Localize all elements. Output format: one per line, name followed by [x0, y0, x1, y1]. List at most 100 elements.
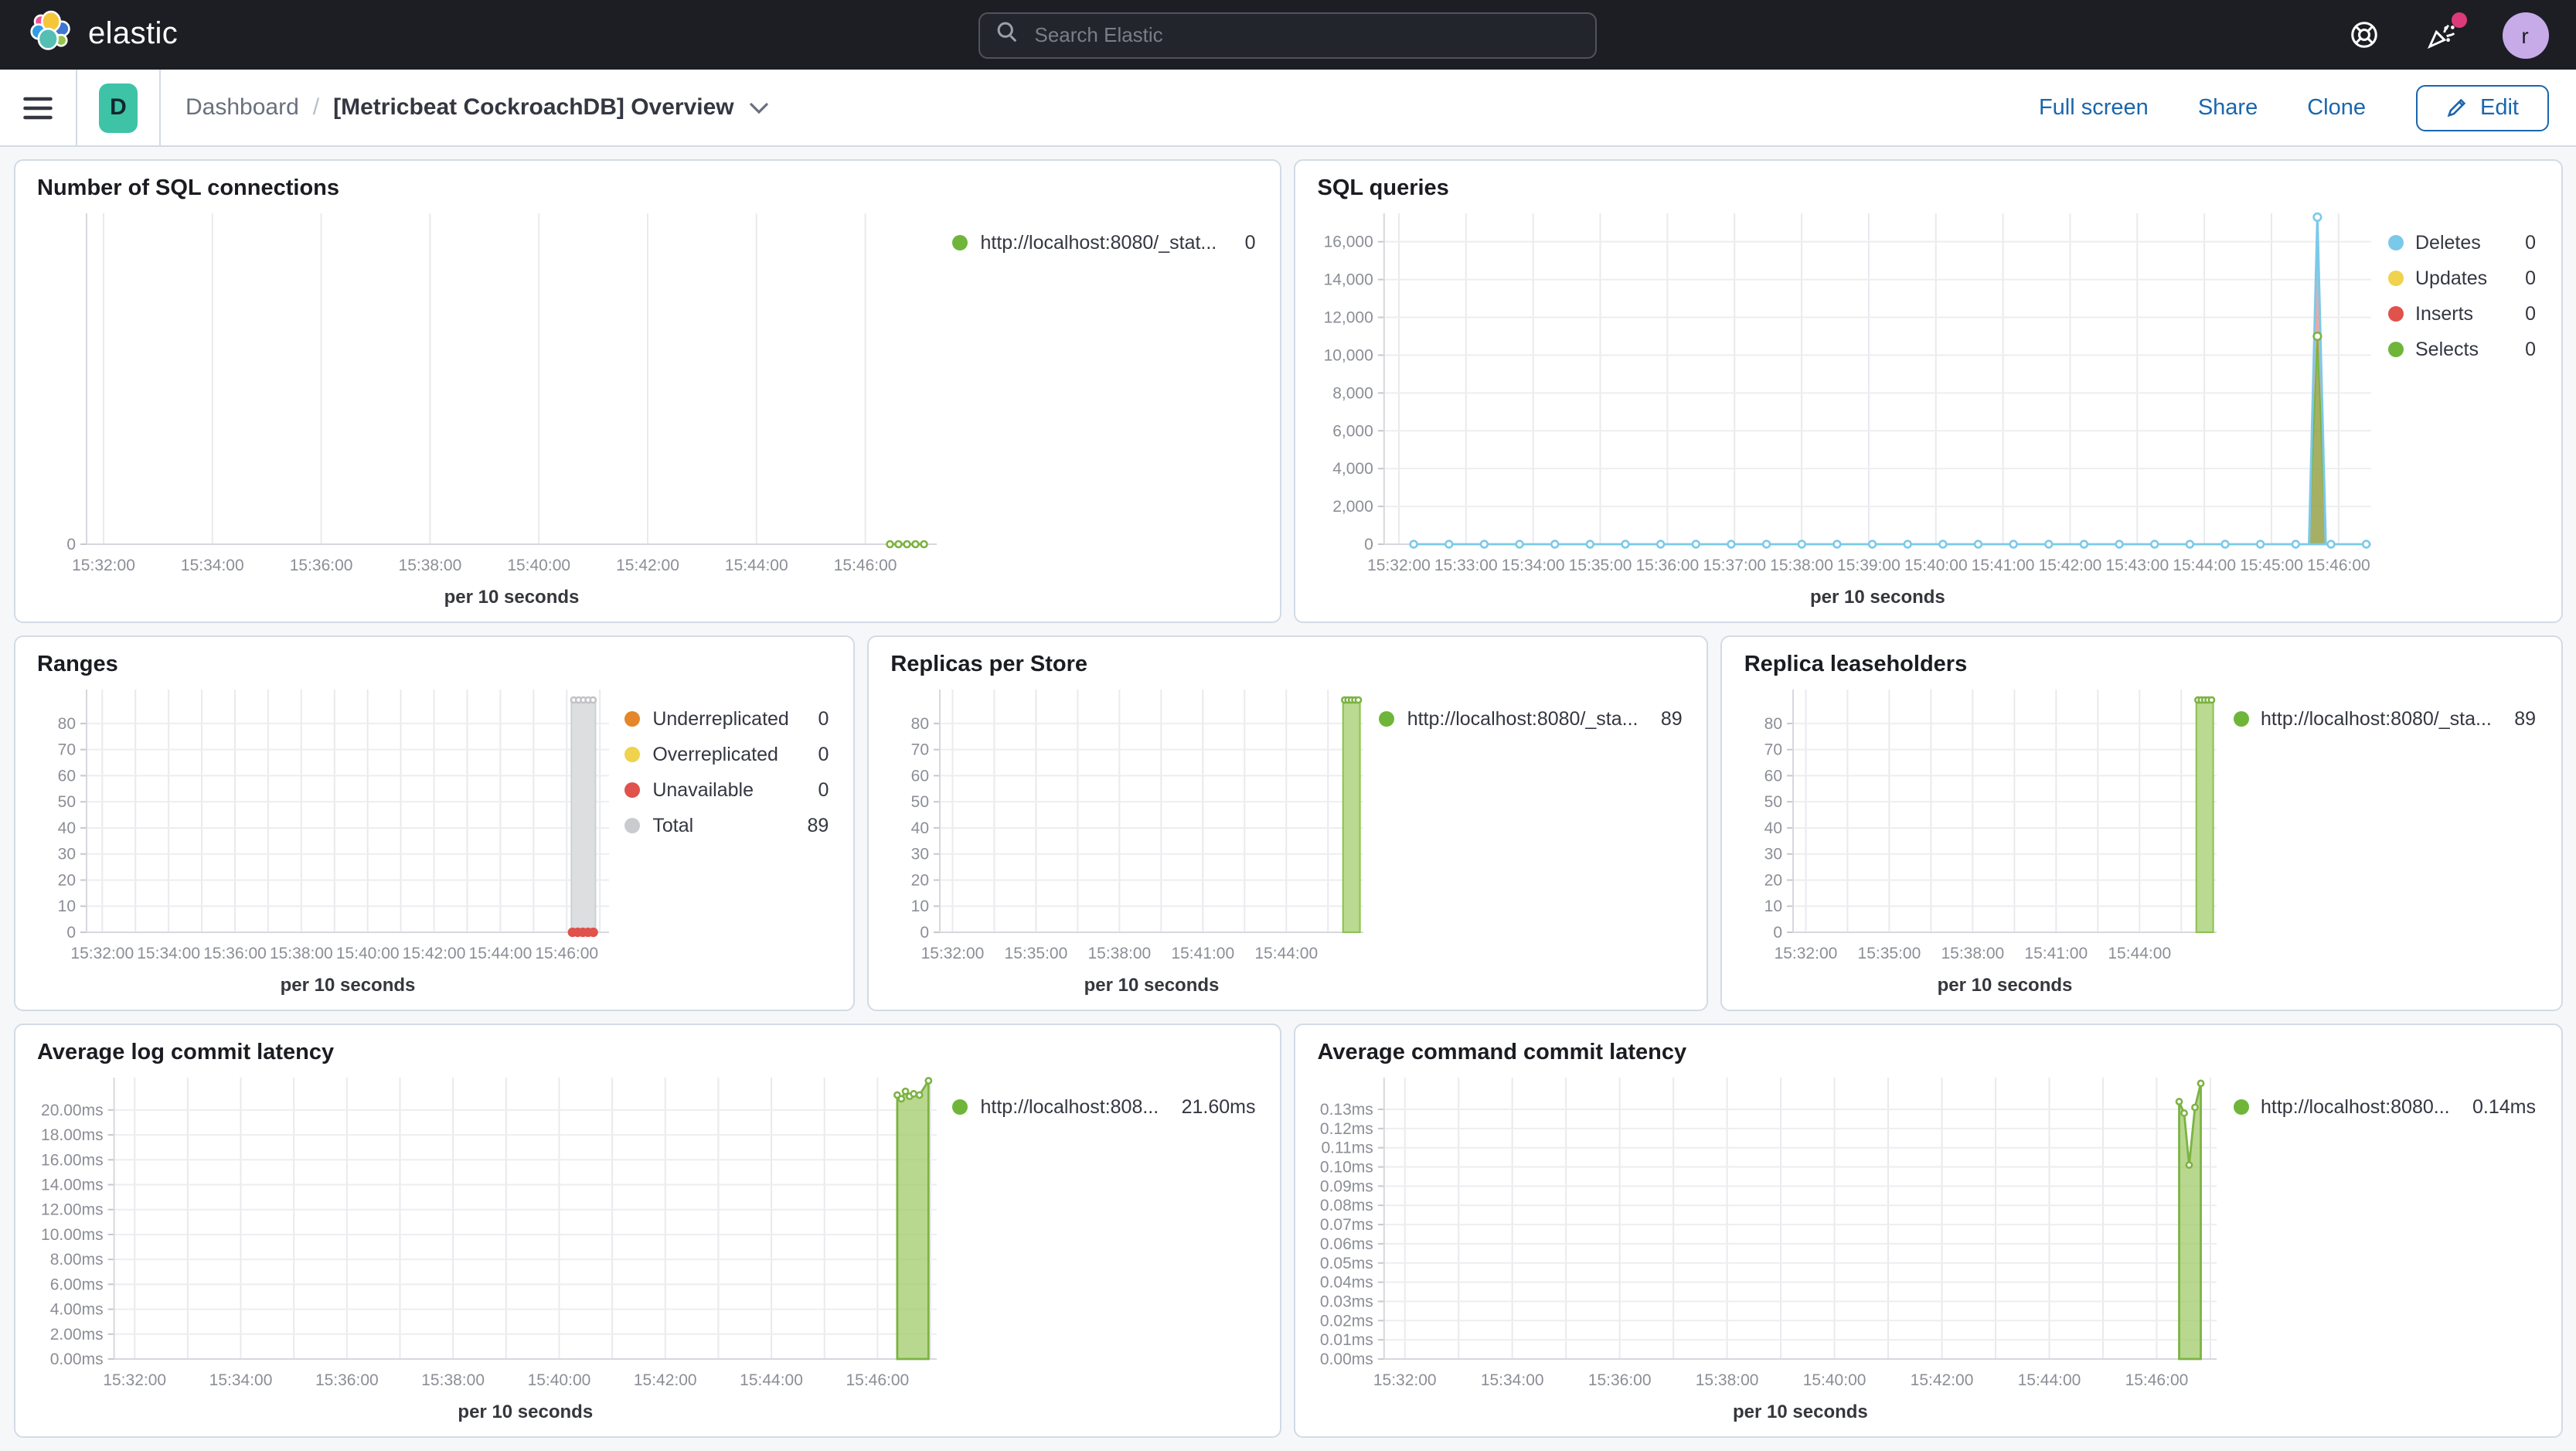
- svg-text:15:34:00: 15:34:00: [1481, 1371, 1544, 1389]
- svg-text:20: 20: [911, 871, 929, 889]
- share-button[interactable]: Share: [2197, 95, 2258, 120]
- breadcrumb-separator: /: [312, 94, 320, 121]
- user-avatar[interactable]: r: [2502, 12, 2548, 58]
- chart-sql-queries[interactable]: 0 2,000 4,000 6,000 8,000 10,000 12,000 14,000 1…: [1305, 201, 2382, 615]
- legend-color-dot: [2387, 235, 2403, 250]
- legend-value: 0: [2525, 339, 2536, 360]
- panel-title: SQL queries: [1317, 176, 1449, 201]
- legend-label: Inserts: [2415, 303, 2474, 325]
- svg-text:60: 60: [58, 767, 76, 785]
- legend-value: 89: [2514, 708, 2537, 730]
- legend-item[interactable]: Total 89: [624, 815, 829, 836]
- svg-text:15:44:00: 15:44:00: [725, 557, 788, 574]
- svg-text:per 10 seconds: per 10 seconds: [1811, 587, 1946, 608]
- top-header: elastic: [0, 0, 2576, 70]
- svg-text:0.06ms: 0.06ms: [1320, 1235, 1373, 1253]
- svg-text:15:35:00: 15:35:00: [1005, 945, 1068, 962]
- svg-text:80: 80: [911, 715, 929, 733]
- chart-average-log-commit-latency[interactable]: 0.00ms 2.00ms 4.00ms 6.00ms 8.00ms 10.00ms 12.…: [25, 1065, 947, 1430]
- legend-item[interactable]: Inserts 0: [2387, 303, 2536, 325]
- legend-label: http://localhost:8080/_sta...: [1407, 708, 1638, 730]
- edit-button[interactable]: Edit: [2415, 84, 2548, 131]
- svg-text:15:39:00: 15:39:00: [1838, 557, 1901, 574]
- chart-replica-leaseholders[interactable]: 0 10 20 30 40 50 60 70 80 15:32:00 15:35:00 15:38:0…: [1732, 677, 2227, 1003]
- elastic-brand[interactable]: elastic: [28, 8, 368, 62]
- chart-legend: http://localhost:808... 21.60ms: [947, 1065, 1271, 1430]
- legend-item[interactable]: Underreplicated 0: [624, 708, 829, 730]
- svg-text:per 10 seconds: per 10 seconds: [444, 587, 580, 608]
- panel-ranges: Ranges 0 10 20 30 40 50 60 70 80 15:32:00 15:34:00…: [14, 635, 856, 1011]
- legend-item[interactable]: Selects 0: [2387, 339, 2536, 360]
- global-search[interactable]: [978, 12, 1598, 58]
- legend-value: 0: [1244, 232, 1256, 254]
- svg-text:80: 80: [58, 715, 76, 733]
- svg-text:50: 50: [1764, 793, 1782, 811]
- legend-item[interactable]: http://localhost:8080/_sta... 89: [1379, 708, 1683, 730]
- dashboard-grid: Number of SQL connections 0 15:32:00 15:34…: [0, 147, 2576, 1450]
- legend-item[interactable]: Overreplicated 0: [624, 744, 829, 765]
- clone-button[interactable]: Clone: [2307, 95, 2366, 120]
- svg-text:0: 0: [920, 924, 930, 942]
- panel-title: Average log commit latency: [37, 1041, 335, 1065]
- svg-text:15:34:00: 15:34:00: [137, 945, 200, 962]
- chart-ranges[interactable]: 0 10 20 30 40 50 60 70 80 15:32:00 15:34:00 15:36:0…: [25, 677, 618, 1003]
- dashboard-app-badge: D: [77, 70, 161, 145]
- svg-text:15:44:00: 15:44:00: [469, 945, 533, 962]
- panel-title: Ranges: [37, 652, 118, 677]
- menu-icon[interactable]: [0, 70, 77, 145]
- svg-text:30: 30: [58, 846, 76, 863]
- legend-item[interactable]: http://localhost:808... 21.60ms: [952, 1096, 1256, 1118]
- svg-text:15:46:00: 15:46:00: [846, 1371, 909, 1389]
- chart-average-command-commit-latency[interactable]: 0.00ms 0.01ms 0.02ms 0.03ms 0.04ms 0.05ms 0.06…: [1305, 1065, 2227, 1430]
- search-input[interactable]: [1031, 22, 1581, 48]
- svg-text:15:36:00: 15:36:00: [1636, 557, 1700, 574]
- svg-text:15:42:00: 15:42:00: [403, 945, 466, 962]
- svg-text:14.00ms: 14.00ms: [41, 1177, 104, 1194]
- svg-text:15:46:00: 15:46:00: [2125, 1371, 2189, 1389]
- dashboard-badge-letter: D: [99, 83, 138, 132]
- legend-item[interactable]: http://localhost:8080... 0.14ms: [2233, 1096, 2536, 1118]
- svg-text:15:40:00: 15:40:00: [1904, 557, 1968, 574]
- svg-text:15:38:00: 15:38:00: [399, 557, 462, 574]
- legend-color-dot: [2387, 271, 2403, 286]
- panel-title: Replicas per Store: [890, 652, 1087, 677]
- svg-text:0.12ms: 0.12ms: [1320, 1120, 1373, 1138]
- brand-name: elastic: [88, 17, 179, 51]
- legend-item[interactable]: Unavailable 0: [624, 779, 829, 801]
- chevron-down-icon[interactable]: [748, 100, 770, 115]
- svg-text:15:40:00: 15:40:00: [507, 557, 570, 574]
- legend-item[interactable]: Deletes 0: [2387, 232, 2536, 254]
- svg-text:15:38:00: 15:38:00: [1088, 945, 1152, 962]
- legend-item[interactable]: http://localhost:8080/_sta... 89: [2233, 708, 2536, 730]
- svg-text:15:41:00: 15:41:00: [1972, 557, 2035, 574]
- panel-number-of-sql-connections: Number of SQL connections 0 15:32:00 15:34…: [14, 159, 1282, 623]
- svg-text:15:38:00: 15:38:00: [421, 1371, 485, 1389]
- svg-text:15:40:00: 15:40:00: [1803, 1371, 1866, 1389]
- svg-text:15:37:00: 15:37:00: [1703, 557, 1767, 574]
- full-screen-button[interactable]: Full screen: [2038, 95, 2149, 120]
- svg-text:12,000: 12,000: [1324, 309, 1373, 327]
- legend-value: 21.60ms: [1181, 1096, 1256, 1118]
- help-icon[interactable]: [2347, 18, 2381, 52]
- breadcrumb-dashboard-link[interactable]: Dashboard: [185, 94, 299, 121]
- whats-new-icon[interactable]: [2425, 12, 2466, 52]
- legend-label: Unavailable: [652, 779, 754, 801]
- svg-text:15:40:00: 15:40:00: [336, 945, 400, 962]
- panel-replica-leaseholders: Replica leaseholders 0 10 20 30 40 50 60 70 80 15…: [1720, 635, 2563, 1011]
- svg-text:15:38:00: 15:38:00: [1771, 557, 1834, 574]
- legend-value: 0: [818, 708, 829, 730]
- chart-number-of-sql-connections[interactable]: 0 15:32:00 15:34:00 15:36:00 15:38:00 15:40:0…: [25, 201, 947, 615]
- svg-text:15:38:00: 15:38:00: [270, 945, 333, 962]
- panel-title: Number of SQL connections: [37, 176, 340, 201]
- elastic-logo-icon: [28, 8, 74, 62]
- svg-text:80: 80: [1764, 715, 1782, 733]
- legend-value: 0: [818, 779, 829, 801]
- legend-item[interactable]: Updates 0: [2387, 267, 2536, 289]
- svg-text:15:32:00: 15:32:00: [921, 945, 985, 962]
- panel-sql-queries: SQL queries 0 2,000 4,000 6,000 8,000 10,000 1…: [1294, 159, 2562, 623]
- legend-item[interactable]: http://localhost:8080/_stat... 0: [952, 232, 1256, 254]
- svg-text:per 10 seconds: per 10 seconds: [1938, 975, 2073, 996]
- legend-color-dot: [2233, 711, 2249, 727]
- svg-text:15:34:00: 15:34:00: [1502, 557, 1565, 574]
- chart-replicas-per-store[interactable]: 0 10 20 30 40 50 60 70 80 15:32:00 15:35:00 15:38:0…: [878, 677, 1373, 1003]
